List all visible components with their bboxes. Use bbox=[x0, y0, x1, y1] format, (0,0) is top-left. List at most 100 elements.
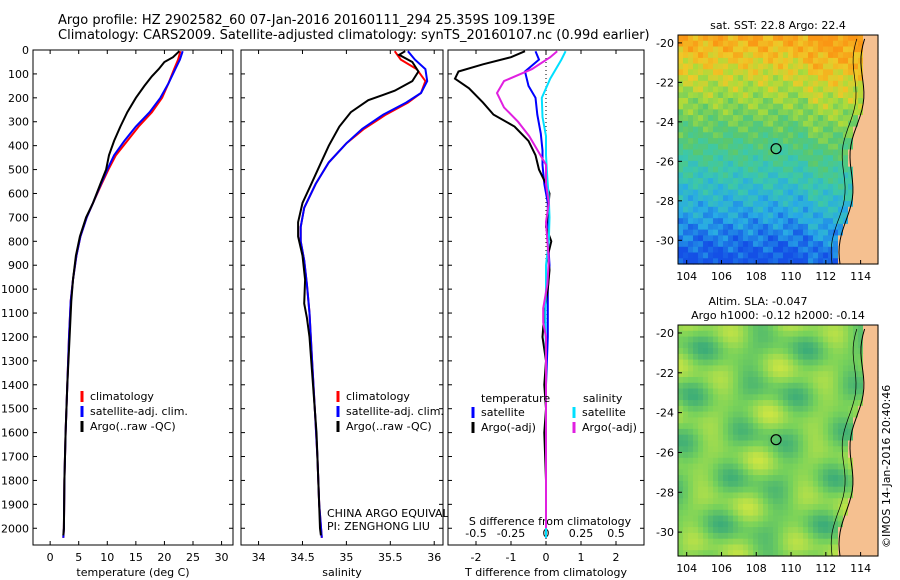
map-cell bbox=[693, 80, 699, 88]
map-cell bbox=[723, 126, 729, 133]
map-cell bbox=[818, 509, 824, 517]
map-cell bbox=[733, 446, 739, 453]
map-cell bbox=[778, 195, 784, 202]
map-cell bbox=[678, 80, 684, 88]
map-cell bbox=[813, 69, 819, 76]
map-cell bbox=[828, 365, 834, 372]
map-cell bbox=[843, 166, 849, 173]
map-cell bbox=[753, 143, 759, 151]
map-cell bbox=[733, 377, 739, 384]
map-cell bbox=[683, 223, 689, 231]
map-cell bbox=[868, 504, 874, 511]
map-cell bbox=[823, 480, 829, 488]
map-cell bbox=[863, 348, 869, 355]
map-cell bbox=[873, 550, 879, 557]
map-cell bbox=[783, 218, 789, 225]
map-cell bbox=[788, 336, 794, 343]
map-cell bbox=[873, 353, 879, 361]
map-cell bbox=[793, 504, 799, 511]
map-cell bbox=[783, 229, 789, 236]
map-cell bbox=[833, 246, 839, 254]
map-cell bbox=[733, 492, 739, 499]
map-cell bbox=[838, 143, 844, 151]
map-cell bbox=[758, 388, 764, 395]
map-cell bbox=[828, 160, 834, 168]
map-cell bbox=[753, 382, 759, 390]
map-cell bbox=[738, 63, 744, 70]
map-cell bbox=[773, 434, 779, 442]
map-cell bbox=[733, 515, 739, 522]
map-cell bbox=[773, 348, 779, 355]
map-cell bbox=[733, 52, 739, 59]
map-cell bbox=[768, 109, 774, 116]
map-cell bbox=[858, 40, 864, 47]
map-cell bbox=[838, 201, 844, 208]
map-cell bbox=[788, 172, 794, 179]
map-cell bbox=[858, 75, 864, 82]
map-cell bbox=[803, 504, 809, 511]
map-cell bbox=[693, 486, 699, 494]
map-cell bbox=[873, 371, 879, 378]
map-cell bbox=[688, 132, 694, 139]
map-cell bbox=[778, 498, 784, 505]
map-cell bbox=[678, 241, 684, 248]
map-cell bbox=[833, 103, 839, 110]
y-tick-label: 1500 bbox=[1, 403, 29, 416]
map-cell bbox=[828, 538, 834, 546]
map-cell bbox=[843, 434, 849, 442]
map-cell bbox=[758, 120, 764, 128]
map-cell bbox=[853, 359, 859, 366]
map-cell bbox=[858, 509, 864, 517]
map-cell bbox=[798, 325, 804, 332]
map-cell bbox=[813, 206, 819, 214]
map-cell bbox=[743, 405, 749, 413]
map-cell bbox=[853, 143, 859, 151]
map-cell bbox=[858, 480, 864, 488]
map-cell bbox=[788, 388, 794, 395]
map-cell bbox=[808, 120, 814, 128]
map-cell bbox=[678, 223, 684, 231]
map-cell bbox=[828, 469, 834, 476]
map-cell bbox=[803, 143, 809, 151]
map-cell bbox=[758, 434, 764, 442]
map-cell bbox=[778, 189, 784, 196]
map-cell bbox=[793, 480, 799, 488]
map-cell bbox=[728, 252, 734, 259]
map-cell bbox=[808, 342, 814, 349]
map-cell bbox=[718, 509, 724, 517]
map-cell bbox=[773, 394, 779, 401]
map-cell bbox=[838, 486, 844, 494]
map-cell bbox=[713, 405, 719, 413]
x-tick-label: 36 bbox=[427, 551, 441, 564]
map-cell bbox=[833, 109, 839, 116]
map-cell bbox=[848, 446, 854, 453]
map-cell bbox=[683, 521, 689, 528]
map-cell bbox=[863, 223, 869, 231]
map-cell bbox=[723, 57, 729, 65]
map-cell bbox=[863, 63, 869, 70]
map-cell bbox=[808, 218, 814, 225]
map-cell bbox=[718, 35, 724, 42]
map-cell bbox=[868, 46, 874, 53]
map-cell bbox=[788, 109, 794, 116]
map-cell bbox=[868, 336, 874, 343]
map-cell bbox=[818, 223, 824, 231]
map-cell bbox=[743, 98, 749, 105]
map-cell bbox=[768, 469, 774, 476]
map-cell bbox=[728, 160, 734, 168]
map-cell bbox=[753, 75, 759, 82]
map-cell bbox=[703, 246, 709, 254]
map-cell bbox=[758, 229, 764, 236]
map-cell bbox=[723, 532, 729, 540]
map-cell bbox=[743, 35, 749, 42]
map-cell bbox=[713, 223, 719, 231]
map-cell bbox=[718, 515, 724, 522]
map-cell bbox=[873, 103, 879, 110]
map-cell bbox=[823, 35, 829, 42]
map-cell bbox=[678, 229, 684, 236]
map-cell bbox=[833, 69, 839, 76]
map-cell bbox=[748, 527, 754, 534]
map-cell bbox=[723, 155, 729, 162]
map-cell bbox=[863, 452, 869, 459]
map-cell bbox=[773, 359, 779, 366]
